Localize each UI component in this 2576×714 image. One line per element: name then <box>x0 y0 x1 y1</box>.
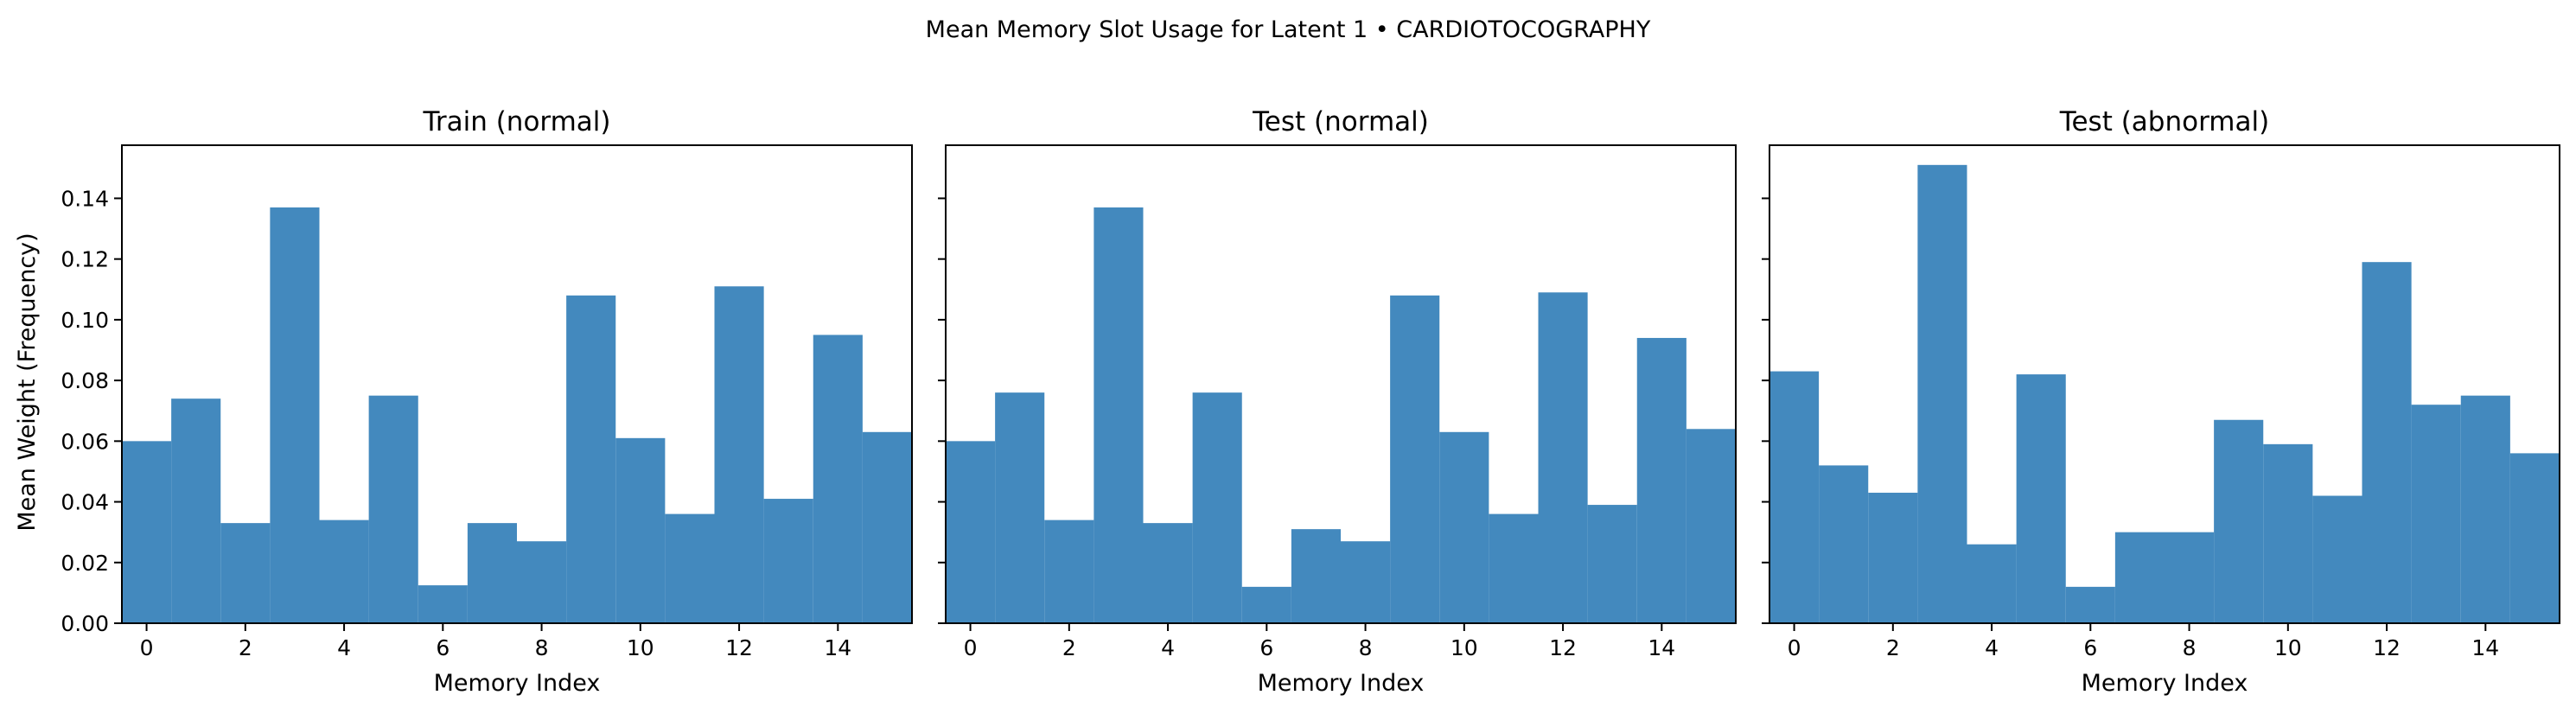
x-tick-label-1-4: 8 <box>1359 635 1373 660</box>
bar-1-0 <box>946 441 996 623</box>
panels-group: Train (normal) 0 2 4 6 8 10 12 14 0.00 0.02 0.04 0.0… <box>61 106 2560 697</box>
x-axis-label-0: Memory Index <box>434 670 601 697</box>
bar-2-12 <box>2362 262 2412 623</box>
x-tick-label-2-4: 8 <box>2183 635 2197 660</box>
bar-1-12 <box>1538 292 1588 623</box>
bar-2-15 <box>2509 453 2560 623</box>
x-axis-label-2: Memory Index <box>2082 670 2248 697</box>
bar-1-13 <box>1587 505 1637 623</box>
bar-1-6 <box>1241 586 1291 623</box>
bar-1-10 <box>1439 431 1489 623</box>
bar-2-1 <box>1819 465 1869 623</box>
bar-2-11 <box>2312 495 2362 623</box>
bar-2-0 <box>1769 371 1820 623</box>
bar-0-7 <box>467 523 517 623</box>
x-tick-label-0-2: 4 <box>337 635 351 660</box>
x-tick-label-0-1: 2 <box>239 635 252 660</box>
bar-2-6 <box>2065 586 2115 623</box>
x-tick-label-2-2: 4 <box>1985 635 1999 660</box>
bar-2-4 <box>1967 544 2017 623</box>
bar-0-5 <box>368 395 418 623</box>
y-tick-label-2: 0.04 <box>61 490 109 515</box>
bar-0-12 <box>714 286 764 623</box>
bar-1-7 <box>1291 529 1341 623</box>
x-tick-label-2-3: 6 <box>2083 635 2097 660</box>
bar-0-14 <box>813 335 863 623</box>
x-tick-label-1-5: 10 <box>1451 635 1478 660</box>
bar-0-11 <box>665 513 715 623</box>
y-tick-label-6: 0.12 <box>61 247 109 272</box>
bar-0-2 <box>220 523 271 623</box>
bar-0-0 <box>122 441 172 623</box>
y-tick-label-0: 0.00 <box>61 611 109 636</box>
axes-frame-0 <box>121 144 913 624</box>
x-tick-label-2-1: 2 <box>1886 635 1900 660</box>
bar-0-4 <box>319 520 369 623</box>
bar-0-9 <box>566 295 616 623</box>
bar-0-13 <box>763 499 813 623</box>
x-tick-label-2-5: 10 <box>2274 635 2302 660</box>
bar-1-8 <box>1341 541 1391 623</box>
bar-1-9 <box>1390 295 1440 623</box>
bar-1-2 <box>1044 520 1094 623</box>
bar-1-1 <box>995 392 1045 623</box>
bar-2-10 <box>2263 443 2313 623</box>
x-tick-label-0-3: 6 <box>436 635 450 660</box>
y-tick-label-7: 0.14 <box>61 186 109 211</box>
panel-title-2: Test (abnormal) <box>2059 106 2269 137</box>
x-tick-label-1-6: 12 <box>1549 635 1577 660</box>
panel-1: Test (normal) 0 2 4 6 8 10 12 14 Memory Index <box>938 106 1737 697</box>
x-tick-label-1-2: 4 <box>1161 635 1175 660</box>
x-tick-label-0-5: 10 <box>627 635 654 660</box>
bar-1-5 <box>1192 392 1242 623</box>
x-tick-label-1-7: 14 <box>1648 635 1675 660</box>
panel-title-1: Test (normal) <box>1252 106 1429 137</box>
panel-0: Train (normal) 0 2 4 6 8 10 12 14 0.00 0.02 0.04 0.0… <box>61 106 913 697</box>
x-tick-label-2-6: 12 <box>2373 635 2401 660</box>
bar-0-10 <box>615 437 666 623</box>
x-axis-label-1: Memory Index <box>1258 670 1425 697</box>
x-tick-label-0-0: 0 <box>140 635 154 660</box>
y-axis-label: Mean Weight (Frequency) <box>14 233 41 531</box>
x-tick-label-1-0: 0 <box>964 635 978 660</box>
chart-suptitle: Mean Memory Slot Usage for Latent 1 • CA… <box>926 16 1651 43</box>
y-tick-label-5: 0.10 <box>61 308 109 333</box>
bar-1-11 <box>1489 513 1539 623</box>
bar-1-4 <box>1143 523 1193 623</box>
panel-title-0: Train (normal) <box>422 106 610 137</box>
y-tick-label-3: 0.06 <box>61 429 109 454</box>
bar-0-6 <box>418 585 468 623</box>
bar-2-2 <box>1868 493 1918 623</box>
x-tick-label-2-0: 0 <box>1788 635 1801 660</box>
bar-1-15 <box>1686 429 1736 623</box>
bar-0-15 <box>862 431 912 623</box>
axes-frame-1 <box>945 144 1737 624</box>
bar-1-3 <box>1094 207 1144 623</box>
bar-2-14 <box>2460 395 2510 623</box>
axes-frame-2 <box>1769 144 2560 624</box>
bar-0-3 <box>270 207 320 623</box>
y-tick-label-1: 0.02 <box>61 551 109 576</box>
x-tick-label-0-6: 12 <box>725 635 753 660</box>
x-tick-label-1-1: 2 <box>1062 635 1076 660</box>
bar-0-8 <box>517 541 567 623</box>
panel-2: Test (abnormal) 0 2 4 6 8 10 12 14 Memory Index <box>1762 106 2560 697</box>
bar-1-14 <box>1636 337 1687 623</box>
x-tick-label-0-7: 14 <box>824 635 851 660</box>
x-tick-label-0-4: 8 <box>535 635 549 660</box>
bar-2-13 <box>2411 405 2461 623</box>
x-tick-label-1-3: 6 <box>1259 635 1273 660</box>
bar-2-8 <box>2165 532 2215 623</box>
bar-2-3 <box>1917 164 1967 624</box>
bar-2-9 <box>2214 419 2264 623</box>
bar-0-1 <box>171 398 221 623</box>
bar-2-5 <box>2016 374 2066 623</box>
y-tick-label-4: 0.08 <box>61 368 109 393</box>
x-tick-label-2-7: 14 <box>2471 635 2499 660</box>
bar-2-7 <box>2114 532 2165 623</box>
